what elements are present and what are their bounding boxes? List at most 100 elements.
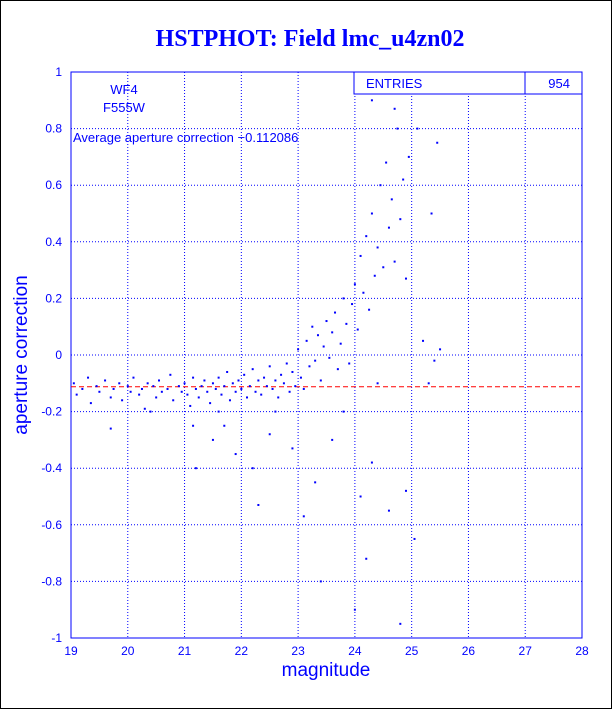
y-tick-label: 0.6 xyxy=(45,178,62,192)
data-point xyxy=(353,283,356,286)
x-tick-label: 28 xyxy=(575,644,589,658)
y-tick-label: 0.8 xyxy=(45,122,62,136)
data-point xyxy=(314,481,317,484)
data-point xyxy=(436,141,439,144)
data-point xyxy=(140,387,143,390)
data-point xyxy=(126,385,129,388)
x-tick-label: 20 xyxy=(121,644,135,658)
data-point xyxy=(89,402,92,405)
data-point xyxy=(152,385,155,388)
data-point xyxy=(192,424,195,427)
data-point xyxy=(234,390,237,393)
data-point xyxy=(248,385,251,388)
data-point xyxy=(211,382,214,385)
data-point xyxy=(183,382,186,385)
data-point xyxy=(334,311,337,314)
data-point xyxy=(311,325,314,328)
data-point xyxy=(404,489,407,492)
y-tick-label: -0.6 xyxy=(41,518,62,532)
data-point xyxy=(231,382,234,385)
data-point xyxy=(234,453,237,456)
data-point xyxy=(228,399,231,402)
data-point xyxy=(277,396,280,399)
data-point xyxy=(407,155,410,158)
data-point xyxy=(359,254,362,257)
y-tick-label: 1 xyxy=(55,65,62,79)
data-point xyxy=(427,382,430,385)
x-axis-label: magnitude xyxy=(282,660,371,681)
data-point xyxy=(172,399,175,402)
data-point xyxy=(433,359,436,362)
data-point xyxy=(297,348,300,351)
data-point xyxy=(214,387,217,390)
data-point xyxy=(342,297,345,300)
data-point xyxy=(439,348,442,351)
y-tick-label: -0.2 xyxy=(41,405,62,419)
data-point xyxy=(160,390,163,393)
data-point xyxy=(370,461,373,464)
data-point xyxy=(365,235,368,238)
data-point xyxy=(331,331,334,334)
data-point xyxy=(402,178,405,181)
data-point xyxy=(328,356,331,359)
data-point xyxy=(271,387,274,390)
data-point xyxy=(98,390,101,393)
data-point xyxy=(209,402,212,405)
data-point xyxy=(189,404,192,407)
data-point xyxy=(260,393,263,396)
data-point xyxy=(393,107,396,110)
data-point xyxy=(197,396,200,399)
data-point xyxy=(314,359,317,362)
data-point xyxy=(118,382,121,385)
data-point xyxy=(404,277,407,280)
data-point xyxy=(121,399,124,402)
data-point xyxy=(104,379,107,382)
data-point xyxy=(305,339,308,342)
data-point xyxy=(217,376,220,379)
data-point xyxy=(359,495,362,498)
data-point xyxy=(95,385,98,388)
x-tick-label: 22 xyxy=(235,644,249,658)
data-point xyxy=(169,373,172,376)
data-point xyxy=(319,580,322,583)
data-point xyxy=(138,393,141,396)
data-point xyxy=(353,608,356,611)
data-point xyxy=(217,410,220,413)
data-point xyxy=(280,373,283,376)
chart-title: HSTPHOT: Field lmc_u4zn02 xyxy=(156,26,465,52)
data-point xyxy=(342,410,345,413)
data-point xyxy=(370,212,373,215)
data-point xyxy=(81,387,84,390)
entries-value: 954 xyxy=(548,76,570,91)
data-point xyxy=(237,379,240,382)
data-point xyxy=(376,246,379,249)
data-point xyxy=(291,370,294,373)
data-point xyxy=(246,396,249,399)
y-tick-label: -1 xyxy=(51,631,62,645)
filter-label: F555W xyxy=(103,100,146,115)
data-point xyxy=(351,303,354,306)
data-point xyxy=(146,382,149,385)
data-point xyxy=(180,390,183,393)
data-point xyxy=(430,212,433,215)
y-tick-label: 0 xyxy=(55,348,62,362)
data-point xyxy=(192,376,195,379)
data-point xyxy=(413,537,416,540)
data-point xyxy=(322,345,325,348)
y-tick-label: 0.2 xyxy=(45,291,62,305)
data-point xyxy=(211,438,214,441)
data-point xyxy=(158,379,161,382)
x-tick-label: 19 xyxy=(64,644,78,658)
x-tick-label: 27 xyxy=(519,644,533,658)
data-point xyxy=(393,260,396,263)
data-point xyxy=(319,379,322,382)
data-point xyxy=(72,382,75,385)
data-point xyxy=(268,365,271,368)
data-point xyxy=(348,362,351,365)
data-point xyxy=(257,379,260,382)
data-point xyxy=(129,390,132,393)
data-point xyxy=(339,342,342,345)
data-point xyxy=(132,376,135,379)
data-point xyxy=(368,308,371,311)
y-tick-label: -0.8 xyxy=(41,574,62,588)
